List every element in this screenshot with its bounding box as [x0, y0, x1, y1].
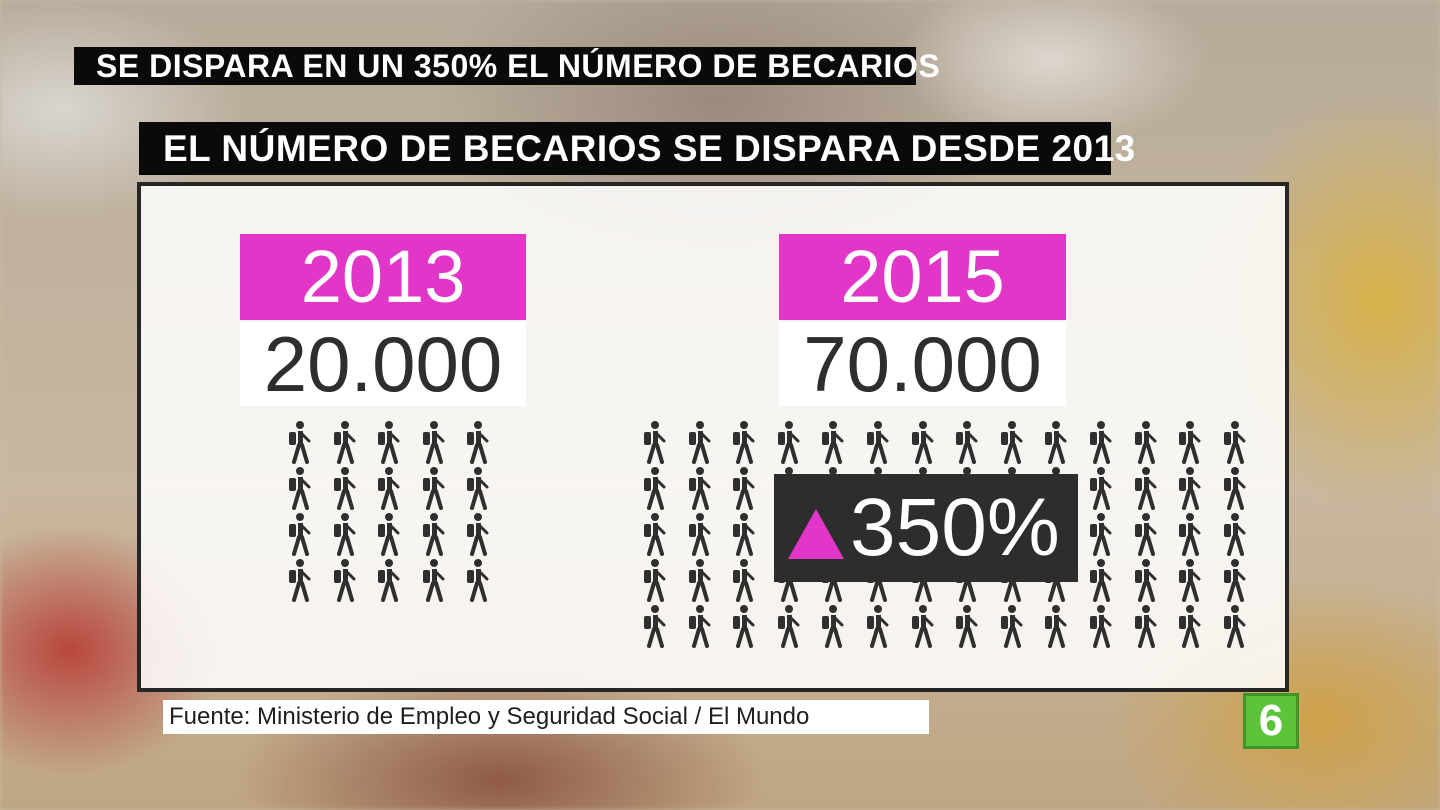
person-walking-icon	[1220, 604, 1248, 648]
person-walking-icon	[1131, 420, 1159, 464]
person-walking-icon	[1086, 558, 1114, 602]
increase-badge: 350%	[774, 474, 1078, 582]
person-walking-icon	[285, 558, 313, 602]
person-walking-icon	[685, 604, 713, 648]
value-2013: 20.000	[240, 322, 526, 406]
year-2013-label: 2013	[240, 234, 526, 320]
person-walking-icon	[1175, 558, 1203, 602]
value-2015: 70.000	[779, 322, 1066, 406]
person-walking-icon	[1131, 558, 1159, 602]
person-walking-icon	[330, 558, 358, 602]
person-walking-icon	[1086, 420, 1114, 464]
person-walking-icon	[1175, 420, 1203, 464]
person-walking-icon	[1131, 604, 1159, 648]
person-walking-icon	[374, 558, 402, 602]
person-walking-icon	[285, 466, 313, 510]
up-triangle-icon	[788, 509, 844, 559]
person-walking-icon	[863, 420, 891, 464]
person-walking-icon	[1086, 512, 1114, 556]
person-walking-icon	[1041, 604, 1069, 648]
person-walking-icon	[685, 466, 713, 510]
year-2015-label: 2015	[779, 234, 1066, 320]
person-walking-icon	[729, 604, 757, 648]
person-walking-icon	[1220, 420, 1248, 464]
person-walking-icon	[419, 420, 447, 464]
person-walking-icon	[1131, 466, 1159, 510]
person-walking-icon	[952, 604, 980, 648]
person-walking-icon	[908, 420, 936, 464]
person-walking-icon	[330, 512, 358, 556]
person-walking-icon	[1175, 604, 1203, 648]
person-walking-icon	[1086, 466, 1114, 510]
person-walking-icon	[818, 604, 846, 648]
person-walking-icon	[419, 466, 447, 510]
headline-top-text: SE DISPARA EN UN 350% EL NÚMERO DE BECAR…	[96, 47, 941, 84]
person-walking-icon	[640, 466, 668, 510]
person-walking-icon	[1220, 512, 1248, 556]
person-walking-icon	[330, 466, 358, 510]
person-walking-icon	[729, 420, 757, 464]
source-caption: Fuente: Ministerio de Empleo y Seguridad…	[163, 700, 929, 734]
person-walking-icon	[1175, 466, 1203, 510]
person-walking-icon	[640, 558, 668, 602]
person-walking-icon	[640, 512, 668, 556]
channel-logo-icon: 6	[1243, 693, 1299, 749]
person-walking-icon	[997, 604, 1025, 648]
person-walking-icon	[774, 420, 802, 464]
person-walking-icon	[285, 420, 313, 464]
person-walking-icon	[640, 420, 668, 464]
person-walking-icon	[685, 420, 713, 464]
person-walking-icon	[729, 512, 757, 556]
person-walking-icon	[374, 512, 402, 556]
person-walking-icon	[952, 420, 980, 464]
person-walking-icon	[774, 604, 802, 648]
person-walking-icon	[419, 512, 447, 556]
person-walking-icon	[330, 420, 358, 464]
person-walking-icon	[997, 420, 1025, 464]
person-walking-icon	[640, 604, 668, 648]
headline-top-bar: SE DISPARA EN UN 350% EL NÚMERO DE BECAR…	[74, 47, 940, 85]
person-walking-icon	[729, 558, 757, 602]
person-walking-icon	[863, 604, 891, 648]
person-walking-icon	[1175, 512, 1203, 556]
person-walking-icon	[463, 512, 491, 556]
person-walking-icon	[463, 558, 491, 602]
person-walking-icon	[419, 558, 447, 602]
person-walking-icon	[908, 604, 936, 648]
person-walking-icon	[374, 466, 402, 510]
person-walking-icon	[1220, 558, 1248, 602]
person-walking-icon	[1086, 604, 1114, 648]
headline-sub-text: EL NÚMERO DE BECARIOS SE DISPARA DESDE 2…	[163, 127, 1136, 169]
person-walking-icon	[1220, 466, 1248, 510]
person-walking-icon	[285, 512, 313, 556]
person-walking-icon	[729, 466, 757, 510]
person-walking-icon	[463, 420, 491, 464]
increase-value: 350%	[850, 482, 1060, 573]
person-walking-icon	[463, 466, 491, 510]
headline-sub-bar: EL NÚMERO DE BECARIOS SE DISPARA DESDE 2…	[139, 122, 1135, 175]
person-walking-icon	[685, 512, 713, 556]
person-walking-icon	[1041, 420, 1069, 464]
person-walking-icon	[374, 420, 402, 464]
person-walking-icon	[685, 558, 713, 602]
person-walking-icon	[818, 420, 846, 464]
person-walking-icon	[1131, 512, 1159, 556]
